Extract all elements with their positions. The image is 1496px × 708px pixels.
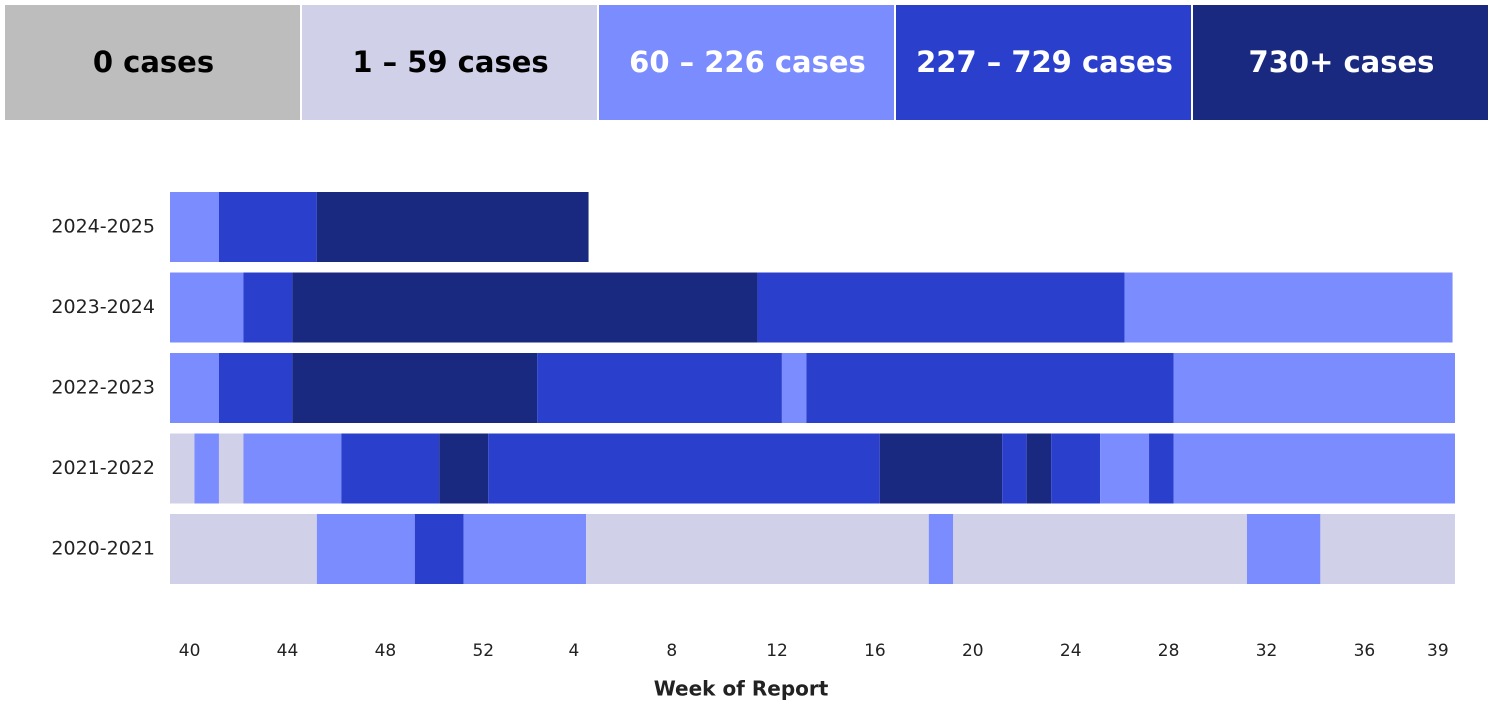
x-tick-label: 20 [962, 641, 984, 661]
x-tick-label: 39 [1427, 641, 1449, 661]
x-tick-label: 8 [666, 641, 677, 661]
legend-label: 60 – 226 cases [629, 45, 866, 79]
segment [757, 272, 1125, 343]
legend-swatch [302, 5, 597, 120]
x-tick-label: 28 [1158, 641, 1180, 661]
segment [218, 433, 244, 504]
x-tick-label: 16 [864, 641, 886, 661]
segment [1026, 433, 1052, 504]
legend-label: 1 – 59 cases [352, 45, 548, 79]
segment [341, 433, 440, 504]
segment [170, 192, 219, 262]
x-tick-label: 44 [277, 641, 299, 661]
legend-swatch [5, 5, 300, 120]
segment [537, 353, 782, 423]
segment [953, 514, 1247, 584]
segment [488, 433, 880, 504]
segment [170, 514, 317, 584]
legend-swatch [599, 5, 894, 120]
segment [243, 272, 293, 343]
row-label: 2022-2023 [51, 377, 155, 399]
row-label: 2021-2022 [51, 457, 155, 479]
row-label: 2020-2021 [51, 538, 155, 560]
segment [218, 353, 293, 423]
segment [879, 433, 1003, 504]
segment [781, 353, 807, 423]
x-axis-label: Week of Report [654, 677, 829, 701]
segment [1051, 433, 1101, 504]
segment [194, 433, 219, 504]
segment [414, 514, 464, 584]
legend-swatch [896, 5, 1191, 120]
segment [928, 514, 954, 584]
x-tick-label: 48 [375, 641, 397, 661]
segment [463, 514, 587, 584]
x-tick-label: 4 [568, 641, 579, 661]
legend-label: 227 – 729 cases [916, 45, 1173, 79]
segment [1173, 353, 1455, 423]
x-tick-label: 32 [1256, 641, 1278, 661]
segment [1149, 433, 1174, 504]
x-tick-label: 24 [1060, 641, 1082, 661]
row-label: 2024-2025 [51, 216, 155, 238]
segment [292, 353, 538, 423]
x-tick-label: 36 [1354, 641, 1376, 661]
segment [1246, 514, 1321, 584]
segment [1320, 514, 1455, 584]
legend-swatch [1193, 5, 1488, 120]
segment [292, 272, 758, 343]
segment [586, 514, 929, 584]
segment [316, 192, 589, 262]
segment [806, 353, 1174, 423]
x-tick-label: 12 [766, 641, 788, 661]
legend-label: 730+ cases [1249, 45, 1435, 79]
segment [170, 433, 195, 504]
segment [316, 514, 415, 584]
segment [439, 433, 489, 504]
segment [218, 192, 317, 262]
segment [1002, 433, 1027, 504]
legend-label: 0 cases [93, 45, 214, 79]
segment [1124, 272, 1453, 343]
segment [243, 433, 342, 504]
segment [170, 353, 219, 423]
x-tick-label: 52 [472, 641, 494, 661]
row-label: 2023-2024 [51, 296, 155, 318]
segment [1173, 433, 1455, 504]
x-tick-label: 40 [179, 641, 201, 661]
segment [170, 272, 244, 343]
segment [1100, 433, 1150, 504]
